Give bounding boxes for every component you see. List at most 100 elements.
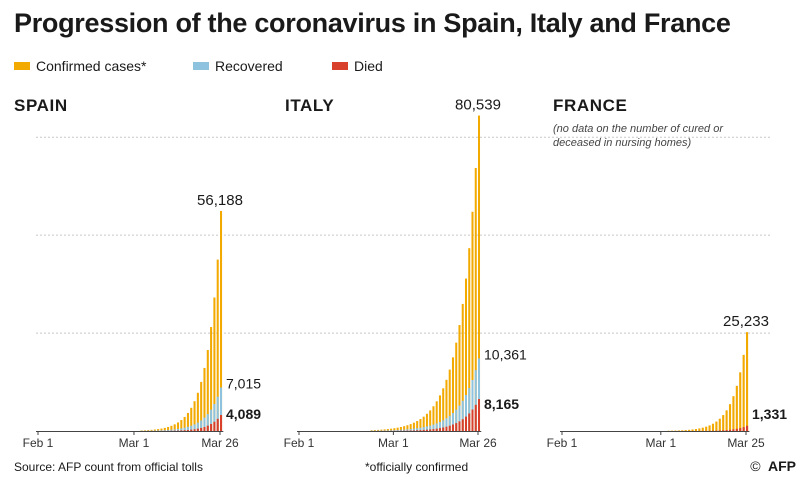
spain-confirmed-bar: [196, 392, 199, 431]
france-confirmed-bar: [742, 354, 745, 431]
spain-recovered-bar: [196, 422, 199, 431]
italy-confirmed-bar: [458, 325, 461, 431]
spain-confirmed-bar: [190, 407, 193, 431]
spain-died-bar: [196, 428, 199, 431]
legend-recovered-label: Recovered: [215, 58, 283, 74]
spain-died-bar: [190, 429, 193, 431]
italy-recovered-bar: [464, 395, 467, 431]
italy-died-bar: [432, 429, 435, 431]
spain-confirmed-bar: [216, 259, 219, 431]
italy-confirmed-bar: [422, 416, 425, 431]
spain-recovered-bar: [183, 427, 186, 431]
italy-recovered-bar: [474, 370, 477, 431]
spain-confirmed-bar: [140, 430, 143, 431]
italy-recovered-bar: [416, 428, 419, 431]
legend-died-label: Died: [354, 58, 383, 74]
italy-recovered-bar: [478, 358, 481, 431]
spain-confirmed-bar: [206, 350, 209, 431]
spain-confirmed-bar: [203, 367, 206, 431]
italy-confirmed-bar: [383, 429, 386, 431]
spain-confirmed-bar: [210, 327, 213, 431]
confirmed-swatch: [14, 62, 30, 70]
recovered-swatch: [193, 62, 209, 70]
france-confirmed-bar: [684, 430, 687, 431]
spain-confirmed-bar: [163, 427, 166, 431]
italy-tick-label-2: Mar 26: [459, 436, 497, 450]
italy-recovered-bar: [461, 400, 464, 431]
france-confirmed-bar: [725, 410, 728, 431]
spain-recovered-bar: [176, 428, 180, 431]
italy-confirmed-bar: [377, 429, 380, 431]
france-confirmed-bar: [701, 427, 704, 431]
italy-recovered-bar: [432, 424, 435, 431]
italy-died-bar: [435, 428, 438, 431]
spain-confirmed-bar: [213, 297, 216, 431]
france-confirmed-bar: [705, 426, 708, 431]
spain-confirmed-bar: [150, 429, 153, 431]
spain-confirmed-bar: [147, 430, 150, 431]
italy-died-bar: [412, 430, 415, 431]
italy-confirmed-bar: [455, 342, 458, 431]
italy-confirmed-bar: [399, 426, 402, 431]
spain-recovered-bar: [206, 414, 209, 431]
france-confirmed-bar: [698, 428, 701, 431]
france-confirmed-bar: [722, 415, 725, 431]
spain-died-bar: [220, 414, 223, 431]
spain-tick-label-2: Mar 26: [201, 436, 239, 450]
france-died-bar: [735, 428, 738, 431]
italy-confirmed-bar: [438, 395, 441, 431]
spain-recovered-bar: [216, 396, 219, 431]
spain-recovered-bar: [193, 424, 196, 431]
italy-confirmed-bar: [409, 424, 412, 431]
italy-confirmed-bar: [403, 426, 406, 431]
italy-recovered-bar: [448, 415, 451, 431]
spain-recovered-bar: [213, 403, 216, 431]
france-died-bar: [742, 427, 745, 431]
italy-recovered-bar: [399, 429, 402, 431]
italy-recovered-bar: [403, 429, 406, 431]
italy-recovered-bar: [442, 420, 445, 431]
italy-died-label: 8,165: [484, 396, 519, 412]
spain-recovered-bar: [173, 429, 176, 431]
italy-confirmed-bar: [461, 303, 464, 431]
france-died-bar: [746, 425, 749, 431]
spain-confirmed-bar: [176, 422, 180, 431]
italy-confirmed-bar: [390, 428, 393, 431]
italy-died-bar: [425, 429, 428, 431]
spain-confirmed-bar: [220, 210, 223, 431]
italy-recovered-label: 10,361: [484, 346, 527, 362]
legend-confirmed-label: Confirmed cases*: [36, 58, 147, 74]
spain-recovered-bar: [200, 420, 203, 431]
italy-tick-label-0: Feb 1: [284, 436, 315, 450]
italy-confirmed-bar: [380, 429, 383, 431]
italy-confirmed-bar: [406, 425, 409, 431]
france-confirmed-bar: [746, 332, 749, 431]
italy-confirmed-bar: [445, 379, 448, 431]
italy-confirmed-bar: [478, 115, 481, 432]
italy-recovered-bar: [406, 429, 409, 431]
spain-died-bar: [206, 425, 209, 431]
italy-died-bar: [474, 404, 477, 431]
italy-recovered-bar: [409, 429, 412, 431]
italy-recovered-bar: [451, 413, 454, 431]
italy-died-bar: [464, 416, 467, 431]
france-confirmed-label: 25,233: [723, 313, 769, 330]
italy-recovered-bar: [383, 430, 386, 431]
italy-recovered-bar: [471, 379, 474, 431]
spain-recovered-bar: [160, 430, 163, 431]
france-confirmed-bar: [708, 425, 711, 431]
legend-confirmed: Confirmed cases*: [14, 58, 147, 74]
italy-recovered-bar: [412, 428, 415, 431]
spain-recovered-bar: [180, 428, 183, 431]
source-note: Source: AFP count from official tolls: [14, 460, 203, 474]
spain-recovered-bar: [186, 426, 189, 431]
italy-died-bar: [478, 399, 481, 431]
spain-confirmed-bar: [167, 426, 170, 431]
italy-recovered-bar: [435, 423, 438, 431]
italy-recovered-bar: [425, 426, 428, 431]
spain-confirmed-bar: [170, 425, 173, 431]
spain-died-bar: [210, 423, 213, 431]
france-confirmed-bar: [735, 385, 738, 431]
spain-confirmed-bar: [157, 429, 160, 431]
spain-recovered-bar: [163, 430, 166, 431]
